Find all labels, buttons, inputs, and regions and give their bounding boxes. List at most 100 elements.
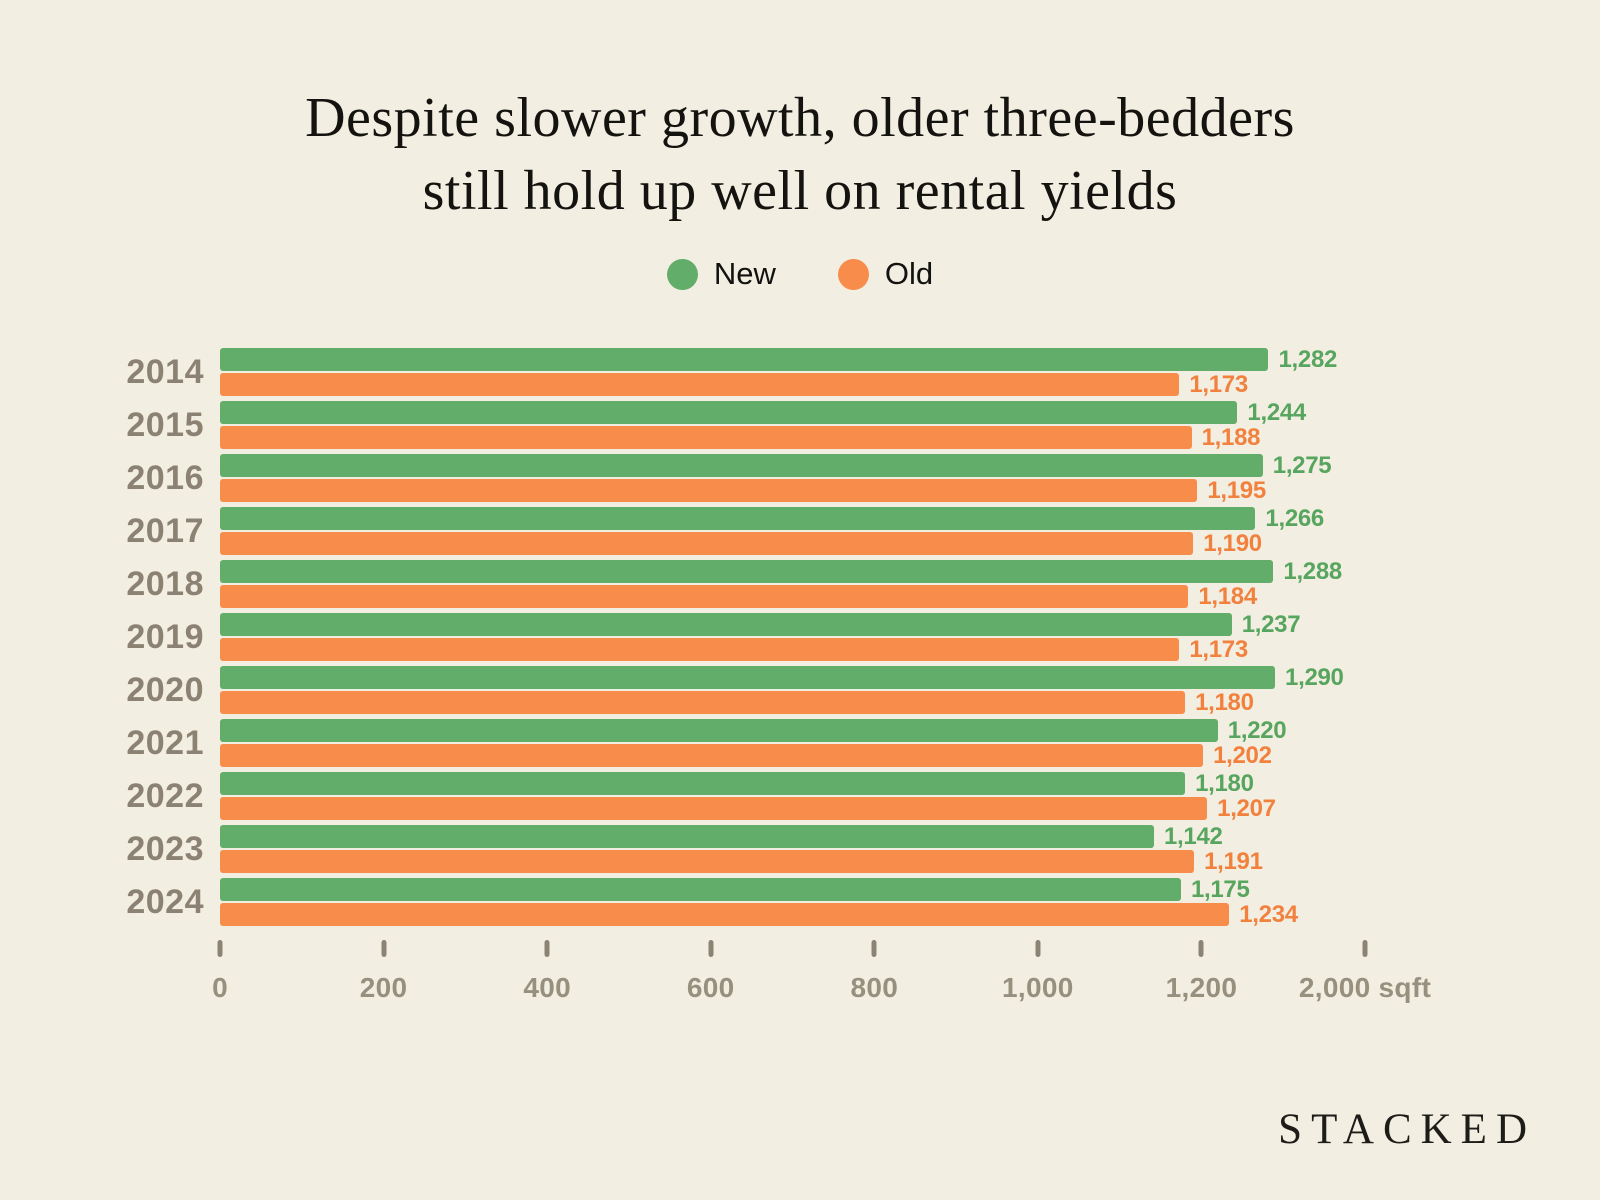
year-label: 2016 [126, 458, 204, 497]
legend-label-old: Old [884, 256, 934, 291]
bar-chart: 2014 1,282 1,173 2015 1,244 1,188 2016 1,275 1,1… [0, 345, 1600, 1020]
bar-old-2024 [220, 903, 1230, 926]
bar-new-2019 [220, 613, 1232, 636]
bar-line: 1,282 [220, 345, 1365, 373]
bar-value-old-2014: 1,173 [1189, 370, 1248, 398]
bar-new-2017 [220, 507, 1256, 530]
bar-pair: 1,244 1,188 [220, 398, 1365, 451]
year-label: 2014 [126, 352, 204, 391]
bar-line: 1,266 [220, 504, 1365, 532]
bar-value-old-2019: 1,173 [1189, 635, 1248, 663]
year-label: 2021 [126, 723, 204, 762]
year-row-2024: 2024 1,175 1,234 [98, 875, 1600, 928]
bar-old-2022 [220, 797, 1208, 820]
bar-pair: 1,275 1,195 [220, 451, 1365, 504]
bar-line: 1,202 [220, 741, 1365, 769]
bar-value-old-2017: 1,190 [1203, 529, 1262, 557]
legend-dot-new-icon [666, 258, 698, 290]
bar-old-2021 [220, 744, 1204, 767]
bar-value-old-2022: 1,207 [1217, 794, 1276, 822]
axis-tick-label: 400 [523, 972, 571, 1003]
bar-line: 1,244 [220, 398, 1365, 426]
bar-pair: 1,180 1,207 [220, 770, 1365, 822]
axis-tick [217, 940, 223, 957]
axis-tick-label: 600 [686, 972, 735, 1003]
bar-old-2020 [220, 691, 1186, 714]
axis-tick-label: 2,000 sqft [1298, 972, 1432, 1003]
year-label: 2020 [126, 670, 204, 709]
bar-value-new-2023: 1,142 [1163, 822, 1223, 850]
axis-tick [871, 940, 877, 957]
bar-line: 1,275 [220, 451, 1365, 479]
bar-new-2014 [220, 348, 1269, 371]
axis-tick-label: 800 [850, 972, 899, 1003]
bar-value-new-2017: 1,266 [1265, 504, 1324, 532]
bar-pair: 1,237 1,173 [220, 611, 1365, 663]
stacked-logo: STACKED [1278, 1106, 1536, 1153]
bar-line: 1,173 [220, 370, 1365, 398]
year-row-2020: 2020 1,290 1,180 [98, 663, 1600, 716]
bar-line: 1,290 [220, 663, 1365, 691]
bar-line: 1,173 [220, 635, 1365, 663]
bar-pair: 1,175 1,234 [220, 875, 1365, 928]
bar-line: 1,234 [220, 901, 1365, 928]
legend-item-new: New [666, 256, 776, 292]
bar-line: 1,184 [220, 582, 1365, 610]
x-axis: 0 200 400 600 800 1,000 1,200 2,000 sqft [212, 940, 1431, 1020]
bar-line: 1,288 [220, 557, 1365, 585]
bar-new-2021 [220, 719, 1218, 742]
bar-line: 1,237 [220, 611, 1365, 638]
axis-tick [544, 940, 550, 957]
bar-new-2016 [220, 454, 1263, 477]
bar-old-2017 [220, 532, 1194, 555]
legend-item-old: Old [837, 256, 934, 292]
year-row-2023: 2023 1,142 1,191 [98, 822, 1600, 875]
bar-pair: 1,266 1,190 [220, 504, 1365, 557]
axis-tick-label: 1,200 [1165, 972, 1238, 1003]
bar-new-2020 [220, 666, 1276, 689]
year-row-2016: 2016 1,275 1,195 [98, 451, 1600, 504]
bar-line: 1,175 [220, 875, 1365, 903]
bar-old-2023 [220, 850, 1195, 873]
axis-tick [381, 940, 387, 957]
axis-tick-label: 0 [212, 972, 228, 1003]
bar-old-2018 [220, 585, 1189, 608]
year-label: 2018 [126, 564, 204, 603]
bar-value-new-2016: 1,275 [1272, 451, 1332, 479]
chart-title-line-1: Despite slower growth, older three-bedde… [305, 87, 1295, 149]
year-label: 2019 [126, 617, 204, 656]
year-row-2021: 2021 1,220 1,202 [98, 716, 1600, 769]
bar-line: 1,191 [220, 847, 1365, 875]
bar-value-new-2018: 1,288 [1283, 557, 1342, 585]
axis-tick [1362, 940, 1368, 957]
legend-dot-old-icon [837, 258, 869, 290]
bar-value-old-2021: 1,202 [1213, 741, 1272, 769]
year-row-2018: 2018 1,288 1,184 [98, 557, 1600, 610]
bar-pair: 1,288 1,184 [220, 557, 1365, 610]
bar-value-new-2021: 1,220 [1227, 716, 1287, 744]
bar-old-2014 [220, 373, 1180, 396]
bar-value-new-2014: 1,282 [1278, 345, 1338, 373]
bar-value-old-2018: 1,184 [1198, 582, 1257, 610]
bar-new-2023 [220, 825, 1154, 848]
bar-value-old-2023: 1,191 [1204, 847, 1263, 875]
bar-value-new-2015: 1,244 [1247, 398, 1306, 426]
year-label: 2022 [126, 776, 204, 815]
axis-tick-label: 200 [359, 972, 408, 1003]
bar-line: 1,220 [220, 716, 1365, 744]
bar-value-new-2020: 1,290 [1285, 663, 1344, 691]
axis-tick [708, 940, 714, 957]
bar-pair: 1,142 1,191 [220, 822, 1365, 875]
bar-value-new-2024: 1,175 [1190, 875, 1250, 903]
bar-line: 1,190 [220, 529, 1365, 557]
axis-tick [1035, 940, 1041, 957]
bar-pair: 1,282 1,173 [220, 345, 1365, 398]
bar-new-2015 [220, 401, 1238, 424]
bar-line: 1,180 [220, 770, 1365, 797]
year-label: 2015 [126, 405, 204, 444]
bar-new-2024 [220, 878, 1181, 901]
bar-line: 1,207 [220, 794, 1365, 822]
year-row-2022: 2022 1,180 1,207 [98, 770, 1600, 822]
legend-label-new: New [713, 256, 776, 291]
